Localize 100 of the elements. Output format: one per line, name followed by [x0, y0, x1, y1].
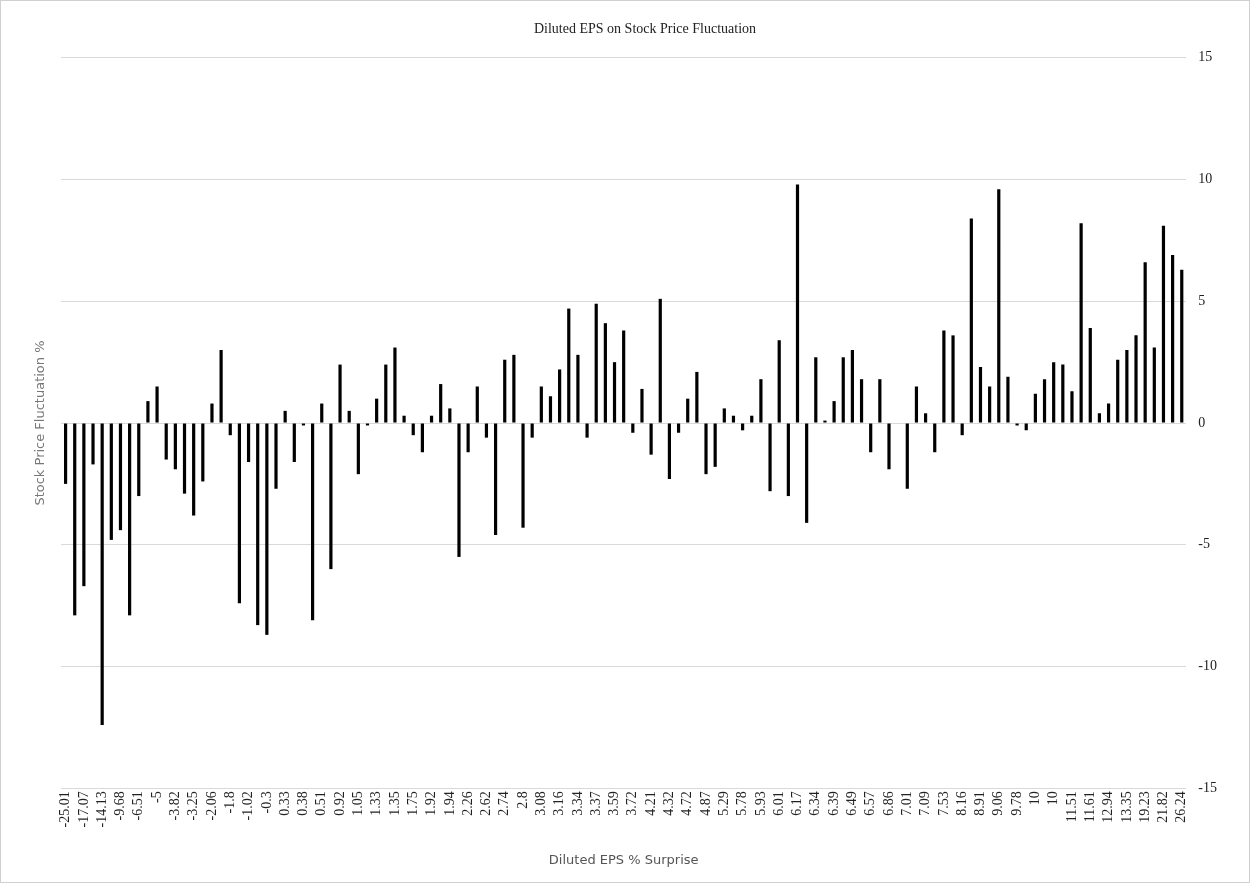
- bar: [173, 423, 177, 470]
- x-tick-label: 6.39: [825, 791, 841, 816]
- bar: [1180, 269, 1184, 423]
- bar: [649, 423, 653, 455]
- bar: [63, 423, 68, 484]
- x-tick-label: -25.01: [57, 791, 73, 828]
- bar: [814, 357, 818, 423]
- x-tick-label: 4.32: [661, 791, 677, 816]
- bar: [768, 423, 772, 492]
- x-tick-label: 3.16: [551, 791, 567, 816]
- bar: [192, 423, 196, 516]
- bar: [283, 410, 287, 423]
- bar: [155, 386, 159, 423]
- bar: [512, 354, 516, 423]
- x-tick-label: 3.59: [606, 791, 622, 816]
- bar: [777, 340, 781, 423]
- bar: [759, 379, 763, 423]
- x-axis-title: Diluted EPS % Surprise: [548, 851, 699, 867]
- bar: [375, 398, 379, 423]
- x-tick-label: 10: [1027, 791, 1043, 806]
- x-tick-label: 3.34: [569, 791, 585, 816]
- bar: [201, 423, 205, 482]
- x-tick-label: 2.62: [478, 791, 494, 816]
- bar: [265, 423, 269, 635]
- bar: [750, 415, 754, 423]
- x-tick-label: 8.91: [972, 791, 988, 816]
- bar: [1079, 223, 1083, 423]
- bar: [1088, 328, 1092, 423]
- bar: [558, 369, 562, 423]
- x-tick-label: 5.93: [752, 791, 768, 816]
- x-tick-label: -5: [148, 791, 164, 803]
- x-tick-label: -17.07: [75, 791, 91, 828]
- bar: [1106, 403, 1111, 423]
- y-tick-label: 10: [1198, 171, 1213, 187]
- x-tick-label: 6.57: [862, 791, 878, 816]
- x-tick-label: 9.78: [1008, 791, 1024, 816]
- x-tick-label: -1.02: [240, 791, 256, 821]
- x-tick-label: -14.13: [93, 791, 109, 828]
- bar: [805, 423, 809, 523]
- x-tick-label: 4.72: [679, 791, 695, 816]
- bar: [695, 371, 699, 423]
- bar: [1161, 225, 1166, 423]
- bar: [594, 303, 598, 423]
- x-tick-label: 4.21: [642, 791, 658, 816]
- bar: [1152, 347, 1156, 423]
- bar: [850, 349, 854, 423]
- x-tick-label: 7.53: [935, 791, 951, 816]
- bar: [1006, 376, 1010, 423]
- bar: [420, 423, 424, 453]
- x-tick-label: -6.51: [130, 791, 146, 821]
- bar: [466, 423, 470, 453]
- x-tick-label: 4.87: [697, 791, 713, 816]
- bar: [237, 423, 242, 604]
- bar: [1134, 335, 1138, 423]
- x-tick-label: 1.05: [350, 791, 366, 816]
- x-tick-label: -9.68: [112, 791, 128, 821]
- y-tick-label: -15: [1198, 779, 1218, 795]
- x-tick-label: -0.3: [258, 791, 274, 814]
- bar: [576, 354, 580, 423]
- bar: [704, 423, 708, 475]
- bar: [914, 386, 919, 423]
- bar: [210, 403, 214, 423]
- bar: [429, 415, 434, 423]
- bar: [731, 415, 736, 423]
- bar: [91, 423, 95, 465]
- bar: [548, 396, 553, 423]
- x-tick-label: 11.51: [1063, 791, 1079, 823]
- bar: [933, 423, 937, 453]
- bar: [951, 335, 955, 423]
- bar: [402, 415, 406, 423]
- bar: [1171, 255, 1175, 423]
- bar: [667, 423, 672, 480]
- x-tick-label: 8.16: [953, 791, 969, 816]
- x-tick-label: 19.23: [1136, 791, 1152, 823]
- x-tick-label: 1.33: [368, 791, 384, 816]
- bar: [887, 423, 891, 470]
- x-tick-label: 6.01: [770, 791, 786, 816]
- bar: [1052, 362, 1056, 423]
- x-tick-label: 12.94: [1100, 791, 1116, 823]
- y-tick-label: -5: [1198, 536, 1211, 552]
- bar: [274, 423, 278, 489]
- bar: [869, 423, 873, 453]
- bar: [246, 423, 251, 462]
- bar: [567, 308, 571, 423]
- x-tick-label: 13.35: [1118, 791, 1134, 823]
- chart-title: Diluted EPS on Stock Price Fluctuation: [533, 21, 757, 37]
- bar: [73, 423, 77, 616]
- bar: [1116, 359, 1120, 423]
- bar: [118, 423, 123, 531]
- x-tick-label: -1.8: [221, 791, 237, 814]
- x-tick-label: 1.92: [423, 791, 439, 816]
- bar: [292, 423, 296, 462]
- bar: [530, 423, 534, 438]
- bar: [1125, 349, 1129, 423]
- x-tick-label: 2.74: [496, 791, 512, 816]
- y-tick-label: 15: [1198, 49, 1213, 65]
- bar: [997, 189, 1001, 423]
- bar: [978, 367, 983, 423]
- bar: [82, 423, 86, 587]
- bar: [640, 388, 644, 423]
